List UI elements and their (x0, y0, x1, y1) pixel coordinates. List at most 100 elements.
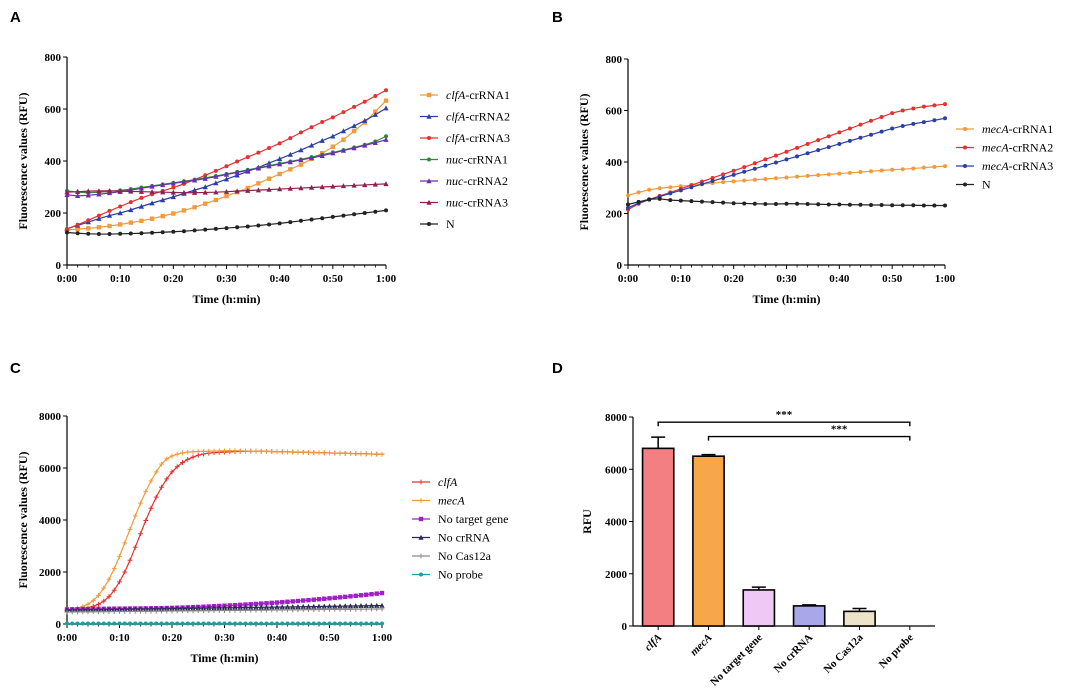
panel-a-legend-marker (426, 199, 432, 205)
panel-b-series-2-point (795, 145, 800, 150)
panel-c-series-5-point (243, 607, 248, 613)
panel-c-series-6-point (128, 621, 132, 626)
panel-a-series-5-point (234, 169, 240, 175)
panel-c-series-5-point (227, 608, 233, 613)
panel-c-series-1-point (117, 579, 122, 585)
panel-c-series-5-point (111, 609, 117, 614)
panel-a-series-1-point (107, 223, 112, 229)
panel-a-x-tick-label: 0:50 (323, 273, 344, 285)
panel-a-series-2-point (266, 160, 272, 166)
panel-c-series-2-point (321, 450, 327, 456)
panel-c-series-6-point (254, 621, 258, 626)
panel-c-series-6-point (75, 621, 80, 626)
panel-c-series-4-point (185, 605, 191, 611)
panel-c-series-5-point (201, 608, 206, 614)
panel-c-series-5-point (75, 609, 80, 615)
panel-c-y-tick-label: 6000 (39, 463, 62, 475)
panel-c-series-1-line (66, 450, 383, 612)
panel-c-series-3-point (322, 596, 327, 601)
panel-b-series-4-point (795, 201, 800, 206)
panel-c-series-1-point (122, 569, 128, 575)
panel-c-series-5-point (248, 607, 254, 613)
panel-c-series-2-point (127, 526, 133, 532)
panel-a-series-6-point (308, 184, 315, 190)
panel-a-series-7-point (128, 231, 133, 236)
panel-b-series-3-point (869, 132, 874, 137)
panel-a-series-7-point (384, 208, 388, 213)
panel-a-series-7-point (373, 209, 378, 214)
panel-b-x-tick-label: 0:50 (882, 273, 903, 285)
panel-a-series-5-point (245, 167, 251, 173)
panel-c-series-4-point (174, 605, 180, 611)
panel-c-series-1-point (101, 598, 107, 604)
panel-b-series-2-point (710, 175, 715, 180)
panel-a-legend-label-text: -crRNA3 (463, 196, 508, 210)
panel-c-legend-label-text: No probe (438, 568, 483, 582)
panel-c-series-5-point (148, 608, 154, 614)
panel-a-series-1-point (86, 226, 91, 231)
panel-c-series-4-point (300, 603, 306, 609)
panel-a-series-7-point (309, 217, 314, 222)
panel-c-series-2-point (169, 453, 175, 459)
panel-b-x-tick-label: 0:20 (724, 273, 745, 285)
panel-b-series-2-point (911, 106, 916, 111)
panel-a-series-4-point (384, 134, 388, 139)
panel-c-series-5-point (122, 609, 128, 614)
panel-a-series-7-point (277, 221, 282, 226)
panel-c-series-6-point (185, 621, 190, 626)
panel-c-series-6-point (80, 621, 85, 626)
panel-b-series-1-point (837, 171, 842, 176)
panel-c-series-2-point (285, 449, 290, 455)
panel-c-series-4-point (332, 603, 338, 609)
panel-c-series-4-point (127, 606, 133, 612)
panel-a-series-3-point (309, 125, 314, 130)
panel-c-series-4-point (326, 603, 333, 609)
panel-b-series-4-point (826, 202, 831, 207)
panel-b-x-tick-label: 0:10 (671, 273, 692, 285)
panel-b-legend-label: mecA-crRNA2 (982, 141, 1053, 155)
panel-c-series-4-point (221, 605, 228, 611)
panel-a-series-2-point (351, 123, 357, 129)
panel-b-series-4-point (657, 196, 662, 201)
panel-b-legend-marker (963, 127, 967, 131)
panel-c-series-2-point (211, 448, 217, 454)
panel-b-series-4-point (647, 197, 652, 202)
panel-b-series-2-point (921, 104, 926, 109)
panel-c-series-2-point (153, 469, 159, 475)
panel-b-series-1-point (869, 169, 874, 174)
panel-d-y-tick-label: 6000 (605, 464, 628, 476)
panel-d-bar-group-2: mecA (688, 453, 725, 658)
panel-c-series-6-point (154, 621, 159, 626)
panel-c-series-2-point (117, 554, 122, 559)
panel-c-series-4-point (137, 606, 144, 612)
panel-c-series-4-point (274, 604, 280, 610)
panel-a-series-3-point (267, 146, 272, 150)
panel-b-series-4-point (742, 201, 747, 206)
panel-c-series-4-point (321, 603, 327, 609)
panel-b-x-tick-label: 0:40 (829, 273, 850, 285)
panel-b-series-3-point (668, 191, 673, 196)
panel-b-legend-label-text: N (982, 178, 991, 192)
panel-a-series-6-point (340, 183, 347, 189)
panel-a-series-7-point (96, 232, 101, 237)
panel-a-series-7-point (298, 218, 303, 223)
panel-c-series-2-point (174, 451, 180, 457)
panel-c-legend-label-text: No Cas12a (438, 549, 492, 563)
panel-a-x-tick-label: 0:40 (270, 273, 291, 285)
panel-d-error-bar (802, 604, 817, 606)
panel-c-legend-label-italic: clfA (438, 475, 458, 489)
panel-d-category-label: No probe (877, 632, 916, 671)
panel-a-series-2-point (372, 111, 378, 117)
panel-a-series-3-point (341, 110, 346, 115)
panel-a-legend-label: N (446, 217, 455, 231)
panel-b-series-1-point (626, 193, 630, 198)
panel-c-series-1-point (132, 544, 138, 550)
panel-b-series-4-point (763, 201, 768, 206)
panel-c-series-2-point (295, 449, 301, 455)
panel-c-series-2-point (279, 449, 285, 455)
panel-d-significance-label: *** (831, 424, 848, 436)
panel-b-series-4-point (869, 203, 874, 208)
panel-a-series-3-point (330, 115, 335, 120)
panel-b-series-3-point (837, 141, 842, 146)
